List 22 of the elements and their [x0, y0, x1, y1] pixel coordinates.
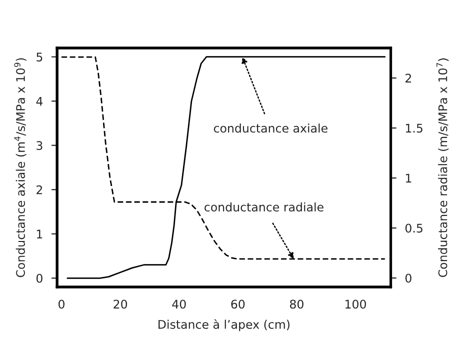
y-tick-label: 5 — [36, 52, 42, 62]
y2-tick-label: 0 — [405, 274, 412, 283]
x-axis-title: Distance à l’apex (cm) — [158, 319, 290, 332]
y-tick-label: 2 — [36, 185, 42, 194]
x-tick-label: 80 — [290, 300, 304, 309]
y2-tick-label: 1 — [406, 174, 412, 182]
y-tick-label: 1 — [36, 230, 42, 238]
annotation: conductance radiale — [204, 202, 324, 212]
x-tick-label: 40 — [172, 300, 186, 309]
x-tick-label: 100 — [346, 300, 366, 309]
y-tick-label: 4 — [36, 96, 43, 106]
x-tick-label: 60 — [231, 300, 245, 309]
y2-tick-label: 0.5 — [405, 224, 422, 233]
y-axis-title: Conductance axiale (m$^{4}$/s/MPa x 10$^{9}$) — [14, 58, 26, 278]
x-tick-label: 20 — [114, 300, 128, 309]
y2-tick-label: 2 — [406, 74, 411, 82]
x-tick-label: 0 — [58, 300, 64, 309]
y2-tick-label: 1.5 — [406, 124, 422, 133]
y-tick-label: 3 — [36, 141, 42, 150]
annotation: conductance axiale — [214, 124, 328, 133]
y2-axis-title: Conductance radiale (m/s/MPa x 10$^{7}$) — [436, 58, 449, 277]
y-tick-label: 0 — [36, 274, 42, 283]
